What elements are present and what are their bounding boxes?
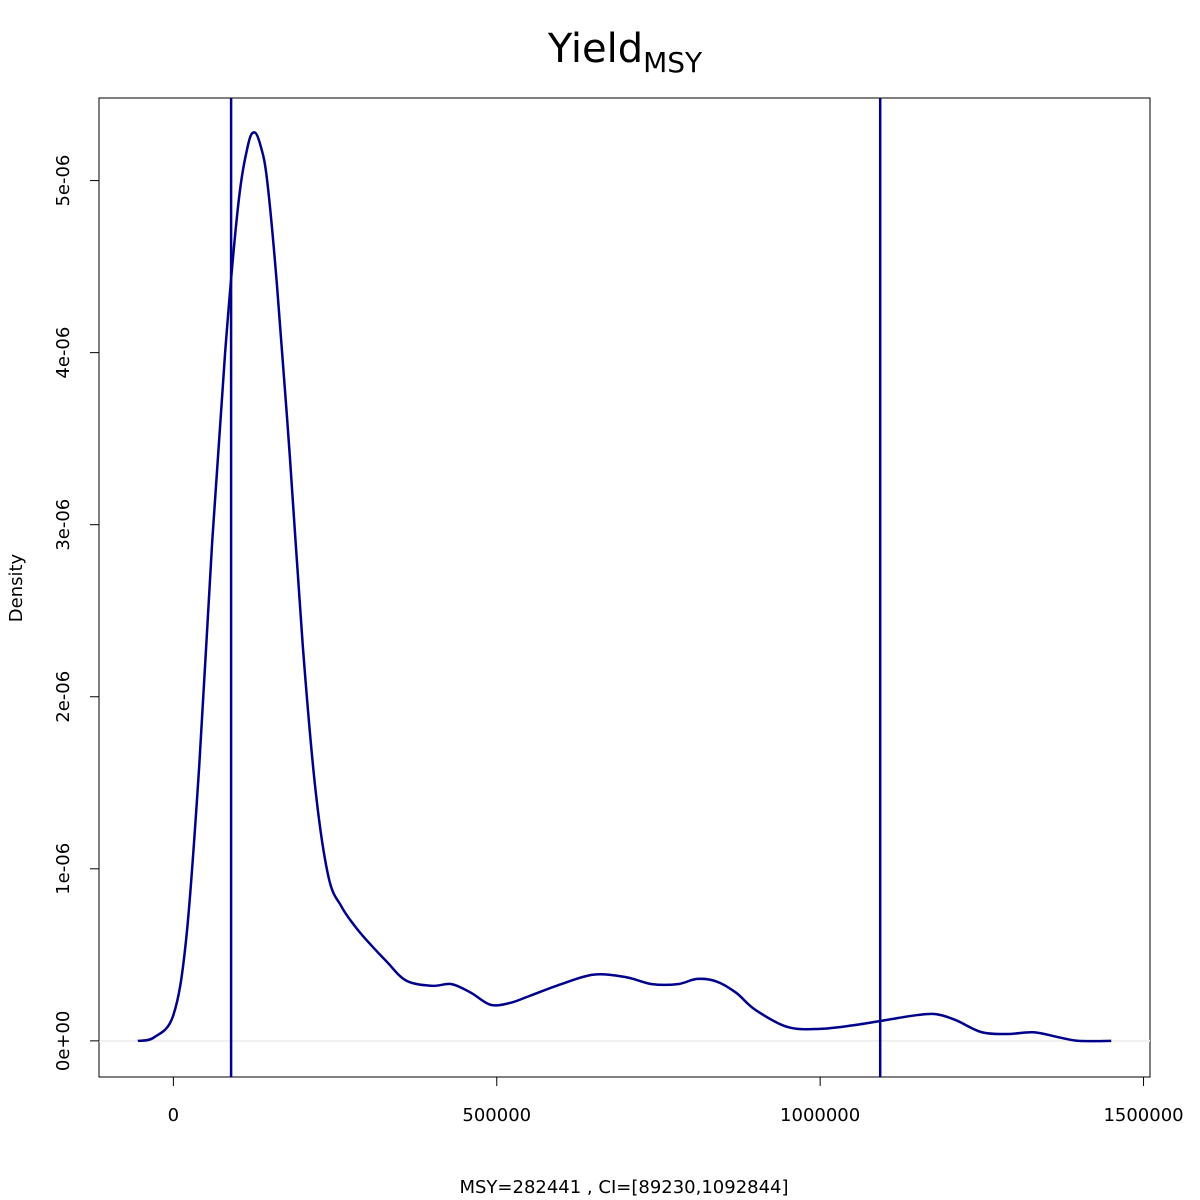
x-tick-label: 1000000 [780,1105,860,1126]
y-axis-title: Density [6,553,27,622]
y-tick-label: 3e-06 [53,499,74,551]
x-axis: 0 500000 1000000 1500000 [168,1076,1184,1126]
y-tick-label: 5e-06 [53,155,74,207]
x-tick-label: 0 [168,1105,179,1126]
chart-title: YieldMSY [547,26,703,79]
y-axis: 0e+00 1e-06 2e-06 3e-06 4e-06 5e-06 [53,155,100,1072]
x-axis-title: MSY=282441 , CI=[89230,1092844] [459,1177,788,1198]
ci-lines [229,98,882,1077]
y-tick-label: 1e-06 [53,843,74,895]
density-line [137,131,1112,1043]
chart-title-main: Yield [547,26,643,72]
chart-title-subscript: MSY [643,46,703,79]
y-tick-label: 2e-06 [53,671,74,723]
x-tick-label: 500000 [462,1105,531,1126]
x-tick-label: 1500000 [1103,1105,1183,1126]
y-tick-label: 0e+00 [53,1011,74,1072]
y-tick-label: 4e-06 [53,327,74,379]
